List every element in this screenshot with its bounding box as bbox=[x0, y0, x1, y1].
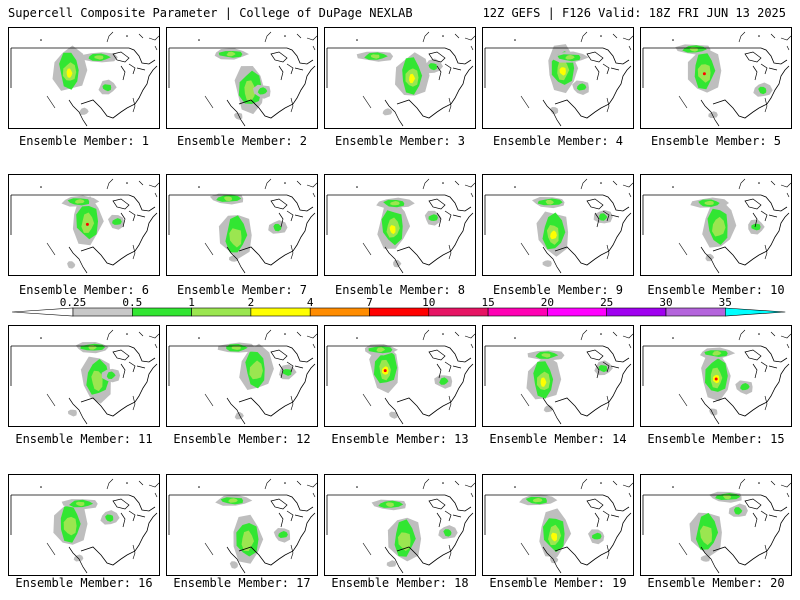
ensemble-map-panel bbox=[8, 474, 160, 576]
ensemble-member-label: Ensemble Member: 10 bbox=[647, 283, 785, 297]
ensemble-member-label: Ensemble Member: 8 bbox=[334, 283, 466, 297]
colorbar-tick-label: 1 bbox=[188, 296, 195, 309]
ensemble-map-panel bbox=[166, 27, 318, 129]
ensemble-member-label: Ensemble Member: 12 bbox=[173, 432, 311, 446]
scp-map bbox=[10, 329, 159, 425]
header-title: Supercell Composite Parameter | College … bbox=[8, 6, 413, 20]
scp-map bbox=[10, 31, 159, 127]
ensemble-map-panel bbox=[324, 474, 476, 576]
colorbar-swatch bbox=[132, 307, 192, 317]
ensemble-member-label: Ensemble Member: 17 bbox=[173, 576, 311, 590]
ensemble-map-panel bbox=[482, 474, 634, 576]
ensemble-map-panel bbox=[324, 174, 476, 276]
scp-map bbox=[168, 478, 317, 574]
scp-map bbox=[168, 329, 317, 425]
colorbar-swatch bbox=[606, 307, 667, 317]
ensemble-map-panel bbox=[8, 174, 160, 276]
scp-map bbox=[484, 478, 633, 574]
ensemble-map-panel bbox=[166, 325, 318, 427]
colorbar-tick-label: 30 bbox=[659, 296, 672, 309]
ensemble-member-label: Ensemble Member: 7 bbox=[176, 283, 308, 297]
ensemble-map-panel bbox=[8, 27, 160, 129]
ensemble-map-panel bbox=[482, 27, 634, 129]
scp-map bbox=[642, 31, 791, 127]
ensemble-member-label: Ensemble Member: 4 bbox=[492, 134, 624, 148]
scp-map bbox=[326, 31, 475, 127]
colorbar-tick-label: 7 bbox=[366, 296, 373, 309]
colorbar-swatch bbox=[369, 307, 430, 317]
ensemble-map-panel bbox=[640, 174, 792, 276]
colorbar-arrow-low bbox=[11, 307, 74, 317]
colorbar-tick-label: 20 bbox=[541, 296, 554, 309]
colorbar-tick-label: 15 bbox=[481, 296, 494, 309]
ensemble-member-label: Ensemble Member: 9 bbox=[492, 283, 624, 297]
ensemble-map-panel bbox=[640, 27, 792, 129]
colorbar-arrow-high bbox=[724, 307, 786, 317]
colorbar-swatch bbox=[250, 307, 311, 317]
colorbar-tick-label: 0.5 bbox=[122, 296, 142, 309]
scp-map bbox=[642, 478, 791, 574]
colorbar-swatch bbox=[72, 307, 133, 317]
colorbar-tick-label: 25 bbox=[600, 296, 613, 309]
colorbar-tick-label: 0.25 bbox=[60, 296, 87, 309]
ensemble-member-label: Ensemble Member: 18 bbox=[331, 576, 469, 590]
ensemble-member-label: Ensemble Member: 20 bbox=[647, 576, 785, 590]
ensemble-map-panel bbox=[324, 27, 476, 129]
scp-map bbox=[484, 178, 633, 274]
ensemble-member-label: Ensemble Member: 6 bbox=[18, 283, 150, 297]
ensemble-member-label: Ensemble Member: 16 bbox=[15, 576, 153, 590]
colorbar-tick-label: 35 bbox=[719, 296, 732, 309]
ensemble-map-panel bbox=[482, 325, 634, 427]
colorbar-swatch bbox=[487, 307, 548, 317]
scp-map bbox=[642, 329, 791, 425]
ensemble-map-panel bbox=[640, 325, 792, 427]
scp-map bbox=[484, 31, 633, 127]
ensemble-member-label: Ensemble Member: 15 bbox=[647, 432, 785, 446]
colorbar-swatch bbox=[191, 307, 252, 317]
colorbar-tick-label: 10 bbox=[422, 296, 435, 309]
scp-map bbox=[326, 178, 475, 274]
ensemble-member-label: Ensemble Member: 3 bbox=[334, 134, 466, 148]
scp-map bbox=[642, 178, 791, 274]
header-valid-time: 12Z GEFS | F126 Valid: 18Z FRI JUN 13 20… bbox=[482, 6, 786, 20]
colorbar-swatch bbox=[428, 307, 489, 317]
colorbar-swatch bbox=[547, 307, 608, 317]
scp-map bbox=[10, 178, 159, 274]
scp-map bbox=[168, 31, 317, 127]
colorbar-swatch bbox=[665, 307, 726, 317]
colorbar-swatch bbox=[309, 307, 370, 317]
ensemble-member-label: Ensemble Member: 11 bbox=[15, 432, 153, 446]
scp-map bbox=[484, 329, 633, 425]
colorbar-tick-label: 4 bbox=[307, 296, 314, 309]
ensemble-map-panel bbox=[640, 474, 792, 576]
colorbar-tick-label: 2 bbox=[248, 296, 255, 309]
ensemble-member-label: Ensemble Member: 19 bbox=[489, 576, 627, 590]
scp-map bbox=[10, 478, 159, 574]
ensemble-member-label: Ensemble Member: 1 bbox=[18, 134, 150, 148]
ensemble-map-panel bbox=[8, 325, 160, 427]
scp-map bbox=[326, 478, 475, 574]
ensemble-member-label: Ensemble Member: 2 bbox=[176, 134, 308, 148]
ensemble-map-panel bbox=[166, 174, 318, 276]
ensemble-map-panel bbox=[166, 474, 318, 576]
ensemble-member-label: Ensemble Member: 13 bbox=[331, 432, 469, 446]
ensemble-map-panel bbox=[482, 174, 634, 276]
scp-map bbox=[326, 329, 475, 425]
ensemble-map-panel bbox=[324, 325, 476, 427]
ensemble-member-label: Ensemble Member: 14 bbox=[489, 432, 627, 446]
ensemble-member-label: Ensemble Member: 5 bbox=[650, 134, 782, 148]
scp-map bbox=[168, 178, 317, 274]
color-legend: 0.25 0.5 1 2 4 7 10 15 20 25 30 35 bbox=[11, 296, 786, 317]
